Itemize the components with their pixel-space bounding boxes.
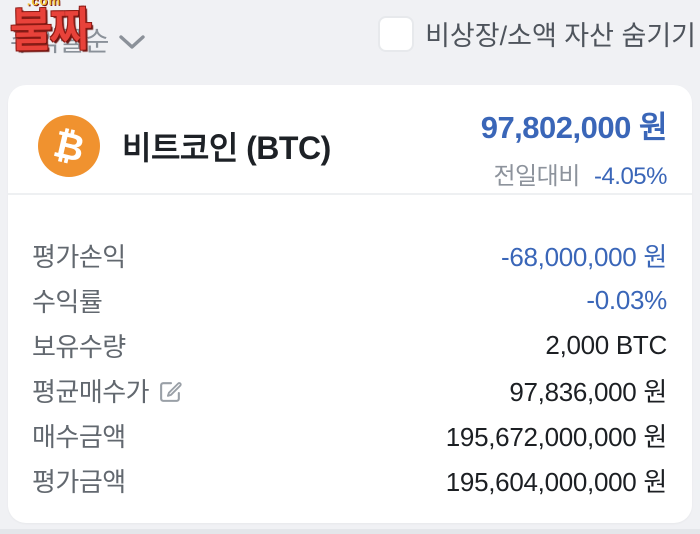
- row-value: -0.03%: [586, 285, 667, 315]
- card-divider: [8, 193, 692, 195]
- sort-dropdown[interactable]: 수익률순: [10, 20, 146, 59]
- coin-title: 비트코인 (BTC): [122, 130, 331, 166]
- row-label: 평가금액: [32, 467, 126, 497]
- row-label: 수익률: [32, 287, 103, 317]
- chevron-down-icon: [119, 34, 146, 49]
- row-average-buy-price: 평균매수가 97,836,000 원: [32, 368, 667, 413]
- row-return-rate: 수익률 -0.03%: [32, 278, 667, 323]
- row-holding-quantity: 보유수량 2,000 BTC: [32, 323, 667, 368]
- row-buy-amount: 매수금액 195,672,000,000 원: [32, 413, 667, 458]
- row-value: 195,604,000,000 원: [445, 467, 668, 497]
- daily-change-value: -4.05%: [593, 162, 668, 190]
- daily-change-label: 전일대비: [493, 162, 580, 190]
- daily-change-line: 전일대비 -4.05%: [481, 156, 667, 191]
- row-label: 보유수량: [32, 332, 126, 362]
- row-value: 195,672,000,000 원: [445, 422, 668, 452]
- hide-assets-checkbox[interactable]: [378, 15, 415, 52]
- btc-symbol-glyph: ₿: [49, 121, 89, 171]
- row-label: 평가손익: [32, 242, 126, 272]
- topbar: 수익률순 비상장/소액 자산 숨기기: [0, 0, 700, 82]
- row-label: 매수금액: [32, 422, 126, 452]
- row-label-text: 평균매수가: [32, 377, 150, 407]
- row-valuation-amount: 평가금액 195,604,000,000 원: [32, 458, 667, 503]
- edit-icon[interactable]: [158, 379, 183, 404]
- sort-dropdown-label: 수익률순: [10, 27, 110, 57]
- hide-assets-toggle: 비상장/소액 자산 숨기기: [378, 14, 696, 53]
- asset-card-header: ₿ 비트코인 (BTC) 97,802,000 원 전일대비 -4.05%: [8, 85, 692, 193]
- row-label: 평균매수가: [32, 372, 183, 409]
- asset-card: ₿ 비트코인 (BTC) 97,802,000 원 전일대비 -4.05% 평가…: [8, 85, 692, 523]
- bitcoin-icon: ₿: [38, 115, 100, 177]
- asset-detail-rows: 평가손익 -68,000,000 원 수익률 -0.03% 보유수량 2,000…: [8, 233, 692, 503]
- price-block: 97,802,000 원 전일대비 -4.05%: [480, 102, 668, 191]
- bottom-divider-strip: [0, 529, 700, 534]
- row-value: -68,000,000 원: [500, 242, 667, 272]
- hide-assets-label: 비상장/소액 자산 숨기기: [425, 21, 696, 51]
- row-valuation-pnl: 평가손익 -68,000,000 원: [32, 233, 667, 278]
- row-value: 2,000 BTC: [545, 330, 667, 360]
- current-price: 97,802,000 원: [480, 109, 668, 145]
- row-value: 97,836,000 원: [509, 377, 667, 407]
